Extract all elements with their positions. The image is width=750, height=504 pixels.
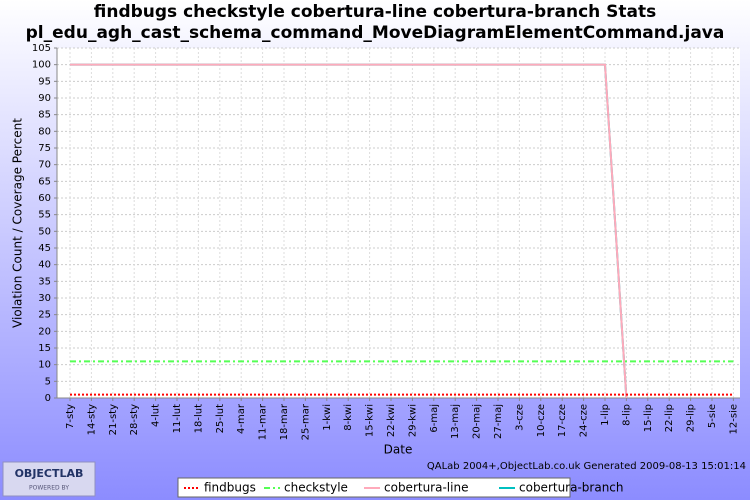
y-tick-label: 80 <box>38 126 51 137</box>
y-tick-label: 20 <box>38 326 51 337</box>
logo-box <box>2 461 96 497</box>
x-tick-label: 1-lip <box>600 404 611 426</box>
x-tick-label: 4-mar <box>236 403 247 434</box>
x-tick-label: 3-cze <box>514 404 525 431</box>
y-tick-label: 45 <box>38 243 51 254</box>
y-tick-label: 15 <box>38 343 51 354</box>
legend-label: cobertura-branch <box>519 481 624 495</box>
legend-label: findbugs <box>204 481 256 495</box>
x-tick-label: 7-sty <box>65 404 76 429</box>
x-tick-label: 11-lut <box>172 404 183 433</box>
plot-area <box>57 48 740 398</box>
footer: QALab 2004+,ObjectLab.co.uk Generated 20… <box>427 461 746 472</box>
legend-label: checkstyle <box>284 481 348 495</box>
series-line <box>70 63 628 399</box>
y-tick-label: 10 <box>38 360 51 371</box>
x-tick-label: 14-sty <box>86 404 97 435</box>
x-tick-label: 25-lut <box>215 404 226 433</box>
x-tick-label: 8-kwi <box>343 404 354 431</box>
content: 0 5 10 15 20 25 30 35 40 45 50 55 60 65 70 75 80 85 90 95 10… <box>32 43 740 495</box>
x-tick-label: 6-maj <box>429 404 440 433</box>
y-tick-label: 50 <box>38 226 51 237</box>
x-tick-label: 10-cze <box>536 404 547 437</box>
y-tick-label: 85 <box>38 110 51 121</box>
legend-label: cobertura-line <box>384 481 468 495</box>
x-tick-label: 28-sty <box>129 404 140 435</box>
x-tick-label: 12-sie <box>728 404 739 434</box>
y-tick-label: 95 <box>38 76 51 87</box>
x-tick-label: 29-kwi <box>407 404 418 437</box>
chart-title: findbugs checkstyle cobertura-line cober… <box>94 2 657 22</box>
y-tick-label: 5 <box>45 376 51 387</box>
y-tick-label: 65 <box>38 176 51 187</box>
chart-subtitle: pl_edu_agh_cast_schema_command_MoveDiagr… <box>26 23 725 43</box>
y-axis-label: Violation Count / Coverage Percent <box>11 118 25 328</box>
x-tick-label: 25-mar <box>300 403 311 440</box>
x-tick-label: 21-sty <box>108 404 119 435</box>
y-tick-label: 30 <box>38 293 51 304</box>
x-tick-label: 15-kwi <box>365 404 376 437</box>
y-tick-label: 90 <box>38 93 51 104</box>
logo-sub: POWERED BY <box>29 485 69 492</box>
y-tick-label: 40 <box>38 260 51 271</box>
y-tick-label: 35 <box>38 276 51 287</box>
x-tick-label: 5-sie <box>707 404 718 428</box>
x-tick-label: 29-lip <box>686 404 697 432</box>
x-tick-label: 13-maj <box>450 404 461 439</box>
y-tick-label: 55 <box>38 210 51 221</box>
y-tick-label: 60 <box>38 193 51 204</box>
y-tick-label: 0 <box>45 393 51 404</box>
x-tick-label: 18-mar <box>279 403 290 440</box>
x-tick-label: 17-cze <box>557 404 568 437</box>
x-tick-label: 20-maj <box>472 404 483 439</box>
x-axis-label: Date <box>384 443 413 457</box>
x-tick-label: 11-mar <box>258 403 269 440</box>
x-tick-label: 22-kwi <box>386 404 397 437</box>
x-tick-label: 22-lip <box>664 404 675 432</box>
x-tick-label: 27-maj <box>493 404 504 439</box>
x-tick-label: 4-lut <box>151 404 162 427</box>
x-tick-label: 1-kwi <box>322 404 333 431</box>
y-tick-label: 25 <box>38 310 51 321</box>
x-tick-label: 18-lut <box>193 404 204 433</box>
logo: OBJECTLAB <box>15 467 84 480</box>
x-tick-label: 24-cze <box>579 404 590 437</box>
y-tick-label: 75 <box>38 143 51 154</box>
y-tick-label: 100 <box>32 60 51 71</box>
y-tick-label: 70 <box>38 160 51 171</box>
x-tick-label: 15-lip <box>643 404 654 432</box>
y-tick-label: 105 <box>32 43 51 54</box>
x-tick-label: 8-lip <box>621 404 632 426</box>
